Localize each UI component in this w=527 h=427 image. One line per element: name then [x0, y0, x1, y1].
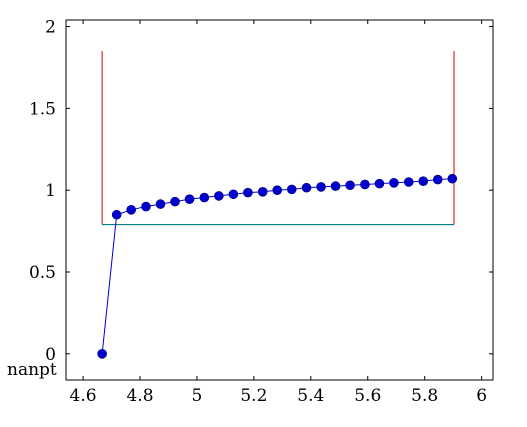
extra-label: nanpt: [7, 360, 57, 380]
data-point: [155, 199, 166, 209]
data-point: [418, 176, 429, 186]
x-tick-label: 5.2: [240, 386, 267, 406]
x-tick-label: 4.6: [70, 386, 97, 406]
data-point: [360, 179, 370, 190]
data-point: [214, 191, 224, 201]
x-tick-label: 5.6: [354, 386, 381, 406]
data-point: [184, 194, 195, 204]
y-tick-label: 1.5: [29, 99, 56, 119]
data-point: [257, 187, 268, 197]
data-point: [432, 174, 443, 185]
data-point: [111, 209, 122, 220]
x-tick-label: 4.8: [126, 386, 153, 406]
y-tick-label: 2: [45, 18, 56, 38]
x-tick-label: 5: [192, 386, 203, 406]
data-point: [286, 184, 297, 195]
data-point: [301, 182, 312, 193]
data-series: [97, 173, 458, 359]
series-line: [101, 178, 453, 354]
data-point: [170, 196, 180, 207]
data-point: [345, 180, 355, 191]
x-tick-label: 6: [476, 386, 487, 406]
bracket-lines: [101, 51, 455, 226]
data-point: [141, 201, 151, 212]
data-point: [447, 173, 458, 184]
plot-frame: [65, 19, 494, 381]
x-tick-label: 5.8: [411, 386, 438, 406]
data-point: [243, 187, 253, 198]
data-point: [389, 178, 399, 188]
y-tick-label: 1: [45, 181, 56, 201]
data-point: [199, 192, 210, 203]
data-point: [330, 181, 341, 191]
x-tick-label: 5.4: [297, 386, 324, 406]
data-point: [126, 205, 136, 215]
data-point: [97, 349, 107, 359]
data-point: [316, 182, 326, 192]
data-point: [228, 189, 239, 200]
axis-ticks: 4.6 4.8 5 5.2 5.4 5.6 5.8 6 0 0.5 1 1.5 2: [29, 18, 493, 406]
data-point: [403, 177, 414, 187]
data-point: [272, 185, 283, 195]
y-tick-label: 0.5: [29, 263, 56, 283]
y-tick-label: 0: [45, 345, 56, 365]
data-point: [374, 178, 385, 189]
